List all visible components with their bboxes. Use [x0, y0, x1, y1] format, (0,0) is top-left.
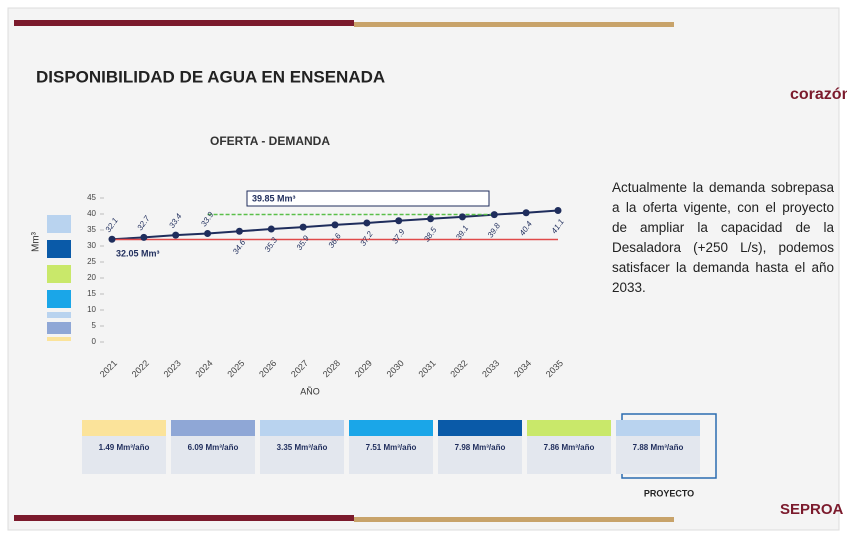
source-box — [82, 436, 166, 474]
source-value: 7.98 Mm³/año — [455, 443, 506, 452]
source-color — [82, 420, 166, 436]
y-tick-label: 25 — [87, 257, 96, 266]
point — [235, 227, 243, 235]
point — [108, 235, 116, 243]
source-value: 3.35 Mm³/año — [277, 443, 328, 452]
source-value: 7.88 Mm³/año — [633, 443, 684, 452]
point — [299, 223, 307, 231]
source-box — [260, 436, 344, 474]
point — [395, 217, 403, 225]
source-color — [527, 420, 611, 436]
y-tick-label: 30 — [87, 241, 96, 250]
point — [522, 209, 530, 217]
bottom-band — [14, 515, 354, 521]
y-tick-label: 10 — [87, 305, 96, 314]
source-value: 7.86 Mm³/año — [544, 443, 595, 452]
annotation: 32.05 Mm³ — [116, 248, 160, 258]
source-color — [616, 420, 700, 436]
point — [554, 206, 562, 214]
y-tick-label: 0 — [92, 337, 97, 346]
y-tick-label: 35 — [87, 225, 96, 234]
y-tick-label: 45 — [87, 193, 96, 202]
logo-top: corazón — [790, 86, 847, 103]
chart-title: OFERTA - DEMANDA — [210, 134, 330, 148]
top-band-gold — [354, 22, 674, 27]
source-value: 7.51 Mm³/año — [366, 443, 417, 452]
y-tick-label: 15 — [87, 289, 96, 298]
source-box — [171, 436, 255, 474]
point — [363, 219, 371, 227]
source-box — [616, 436, 700, 474]
source-color — [260, 420, 344, 436]
x-axis-label: AÑO — [300, 386, 320, 396]
y-axis-label: Mm³ — [31, 231, 42, 252]
logo-bottom: SEPROA — [780, 501, 844, 518]
color-strip — [47, 215, 71, 341]
source-color — [438, 420, 522, 436]
point — [140, 233, 148, 241]
point — [172, 231, 180, 239]
annotation: 39.85 Mm³ — [252, 193, 296, 203]
source-box — [527, 436, 611, 474]
point — [267, 225, 275, 233]
point — [331, 221, 339, 229]
point — [458, 213, 466, 221]
source-box — [438, 436, 522, 474]
source-value: 1.49 Mm³/año — [99, 443, 150, 452]
source-color — [349, 420, 433, 436]
source-color — [171, 420, 255, 436]
description: Actualmente la demanda sobrepasa a la of… — [612, 180, 834, 295]
source-value: 6.09 Mm³/año — [188, 443, 239, 452]
source-box — [349, 436, 433, 474]
top-band — [14, 20, 354, 26]
project-label: PROYECTO — [644, 488, 694, 498]
description-box: Actualmente la demanda sobrepasa a la of… — [612, 180, 834, 295]
y-tick-label: 5 — [92, 321, 97, 330]
bottom-band-gold — [354, 517, 674, 522]
point — [427, 215, 435, 223]
point — [204, 230, 212, 238]
point — [490, 211, 498, 219]
y-tick-label: 20 — [87, 273, 96, 282]
slide-title: DISPONIBILIDAD DE AGUA EN ENSENADA — [36, 67, 385, 86]
y-tick-label: 40 — [87, 209, 96, 218]
annotation-box — [246, 190, 490, 207]
